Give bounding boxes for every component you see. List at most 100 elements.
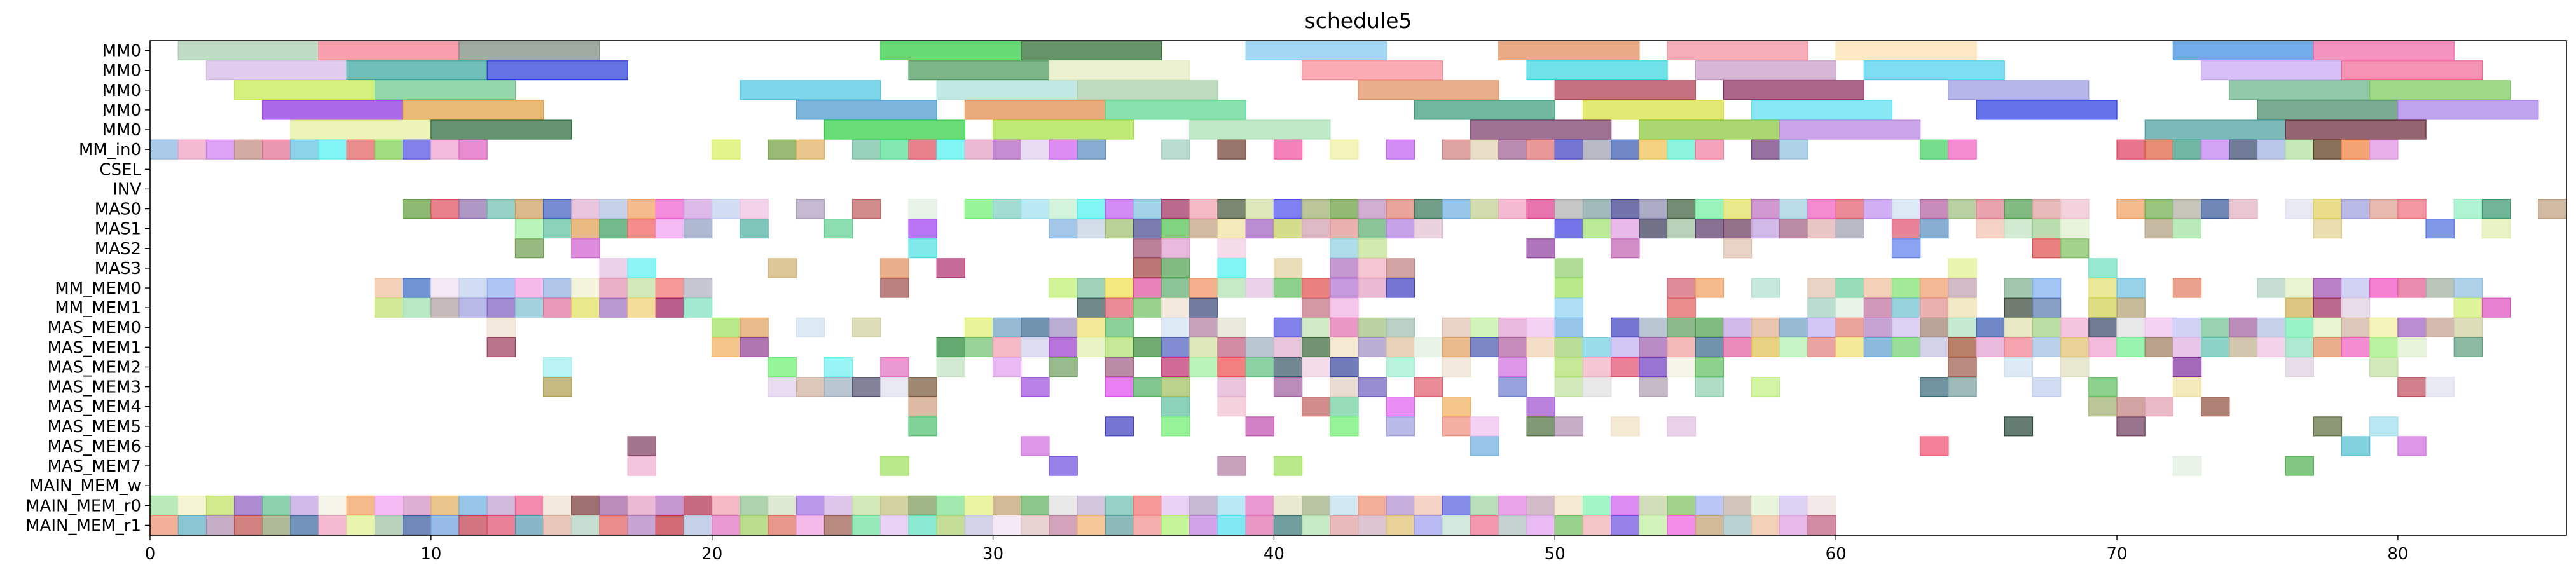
schedule-bar bbox=[1386, 278, 1415, 298]
schedule-bar bbox=[346, 495, 376, 515]
schedule-bar bbox=[2004, 337, 2034, 357]
schedule-bar bbox=[543, 198, 572, 219]
schedule-bar bbox=[683, 515, 713, 535]
schedule-bar bbox=[655, 198, 685, 219]
y-tick-label: MM0 bbox=[102, 101, 141, 120]
schedule-bar bbox=[1330, 219, 1359, 239]
schedule-bar bbox=[543, 377, 572, 397]
schedule-bar bbox=[1217, 337, 1246, 357]
schedule-bar bbox=[2453, 297, 2483, 318]
schedule-bar bbox=[1723, 80, 1864, 100]
schedule-bar bbox=[1161, 238, 1190, 259]
schedule-bar bbox=[1217, 495, 1246, 515]
schedule-bar bbox=[1695, 495, 1725, 515]
schedule-bar bbox=[1217, 377, 1246, 397]
schedule-bar bbox=[2397, 337, 2427, 357]
schedule-bar bbox=[1526, 139, 1555, 160]
schedule-bar bbox=[1105, 100, 1246, 120]
schedule-bar bbox=[655, 278, 685, 298]
schedule-bar bbox=[2004, 416, 2034, 437]
schedule-bar bbox=[1021, 198, 1050, 219]
schedule-bar bbox=[936, 80, 1078, 100]
schedule-bar bbox=[1414, 198, 1443, 219]
schedule-bar bbox=[1077, 297, 1106, 318]
schedule-bar bbox=[1807, 317, 1836, 337]
schedule-bar bbox=[1639, 139, 1668, 160]
schedule-bar bbox=[2088, 278, 2118, 298]
schedule-bar bbox=[1751, 377, 1780, 397]
schedule-bar bbox=[1582, 337, 1612, 357]
schedule-bar bbox=[1077, 317, 1106, 337]
schedule-bar bbox=[1470, 495, 1499, 515]
schedule-bar bbox=[823, 495, 853, 515]
schedule-bar bbox=[1891, 337, 1921, 357]
schedule-bar bbox=[2369, 80, 2511, 100]
schedule-bar bbox=[1105, 416, 1134, 437]
schedule-bar bbox=[1582, 100, 1725, 120]
schedule-bar bbox=[823, 357, 853, 378]
y-tick-label: MAS_MEM2 bbox=[47, 358, 141, 377]
schedule-bar bbox=[1779, 337, 1808, 357]
schedule-bar bbox=[1386, 198, 1415, 219]
schedule-bar bbox=[1049, 495, 1078, 515]
schedule-bar bbox=[2172, 337, 2202, 357]
schedule-bar bbox=[992, 119, 1134, 140]
schedule-bar bbox=[1498, 377, 1527, 397]
schedule-bar bbox=[1695, 317, 1725, 337]
schedule-bar bbox=[1863, 278, 1893, 298]
schedule-bar bbox=[1835, 317, 1864, 337]
schedule-bar bbox=[1807, 278, 1836, 298]
schedule-bar bbox=[1498, 317, 1527, 337]
schedule-bar bbox=[823, 515, 853, 535]
schedule-bar bbox=[2285, 337, 2314, 357]
schedule-bar bbox=[1442, 397, 1471, 417]
schedule-bar bbox=[514, 297, 544, 318]
schedule-bar bbox=[655, 297, 685, 318]
schedule-bar bbox=[1723, 198, 1753, 219]
schedule-bar bbox=[2285, 357, 2314, 378]
schedule-bar bbox=[1330, 495, 1359, 515]
schedule-bar bbox=[2285, 139, 2314, 160]
schedule-bar bbox=[964, 515, 994, 535]
schedule-bar bbox=[627, 436, 656, 456]
schedule-bar bbox=[1245, 198, 1275, 219]
schedule-bar bbox=[1920, 297, 1949, 318]
schedule-bar bbox=[1470, 416, 1499, 437]
schedule-bar bbox=[1723, 515, 1753, 535]
schedule-bar bbox=[571, 515, 600, 535]
x-tick-label: 60 bbox=[1826, 545, 1847, 564]
schedule-bar bbox=[1386, 495, 1415, 515]
schedule-bar bbox=[908, 515, 937, 535]
schedule-bar bbox=[2481, 297, 2511, 318]
schedule-bar bbox=[1161, 515, 1190, 535]
schedule-bar bbox=[1077, 139, 1106, 160]
schedule-bar bbox=[1611, 416, 1640, 437]
schedule-bar bbox=[2369, 317, 2399, 337]
schedule-bar bbox=[1077, 495, 1106, 515]
schedule-bar bbox=[233, 139, 263, 160]
y-tick-label: INV bbox=[113, 180, 141, 199]
x-tick-label: 70 bbox=[2106, 545, 2127, 564]
y-tick-label: MM_in0 bbox=[79, 140, 141, 160]
schedule-bar bbox=[318, 41, 460, 61]
schedule-bar bbox=[908, 139, 937, 160]
schedule-bar bbox=[2313, 297, 2343, 318]
schedule-bar bbox=[1217, 456, 1246, 476]
schedule-bar bbox=[740, 80, 881, 100]
schedule-bar bbox=[964, 317, 994, 337]
schedule-bar bbox=[880, 41, 1022, 61]
schedule-bar bbox=[1498, 337, 1527, 357]
plot-frame bbox=[149, 40, 2567, 536]
schedule-bar bbox=[627, 278, 656, 298]
schedule-bar bbox=[2144, 139, 2173, 160]
schedule-bar bbox=[2088, 258, 2118, 278]
schedule-bar bbox=[2144, 337, 2173, 357]
schedule-bar bbox=[1189, 198, 1218, 219]
schedule-bar bbox=[1105, 198, 1134, 219]
schedule-bar bbox=[2453, 198, 2483, 219]
schedule-bar bbox=[2200, 60, 2343, 81]
schedule-bar bbox=[2369, 337, 2399, 357]
schedule-bar bbox=[1891, 297, 1921, 318]
schedule-bar bbox=[2481, 198, 2511, 219]
schedule-bar bbox=[1891, 278, 1921, 298]
